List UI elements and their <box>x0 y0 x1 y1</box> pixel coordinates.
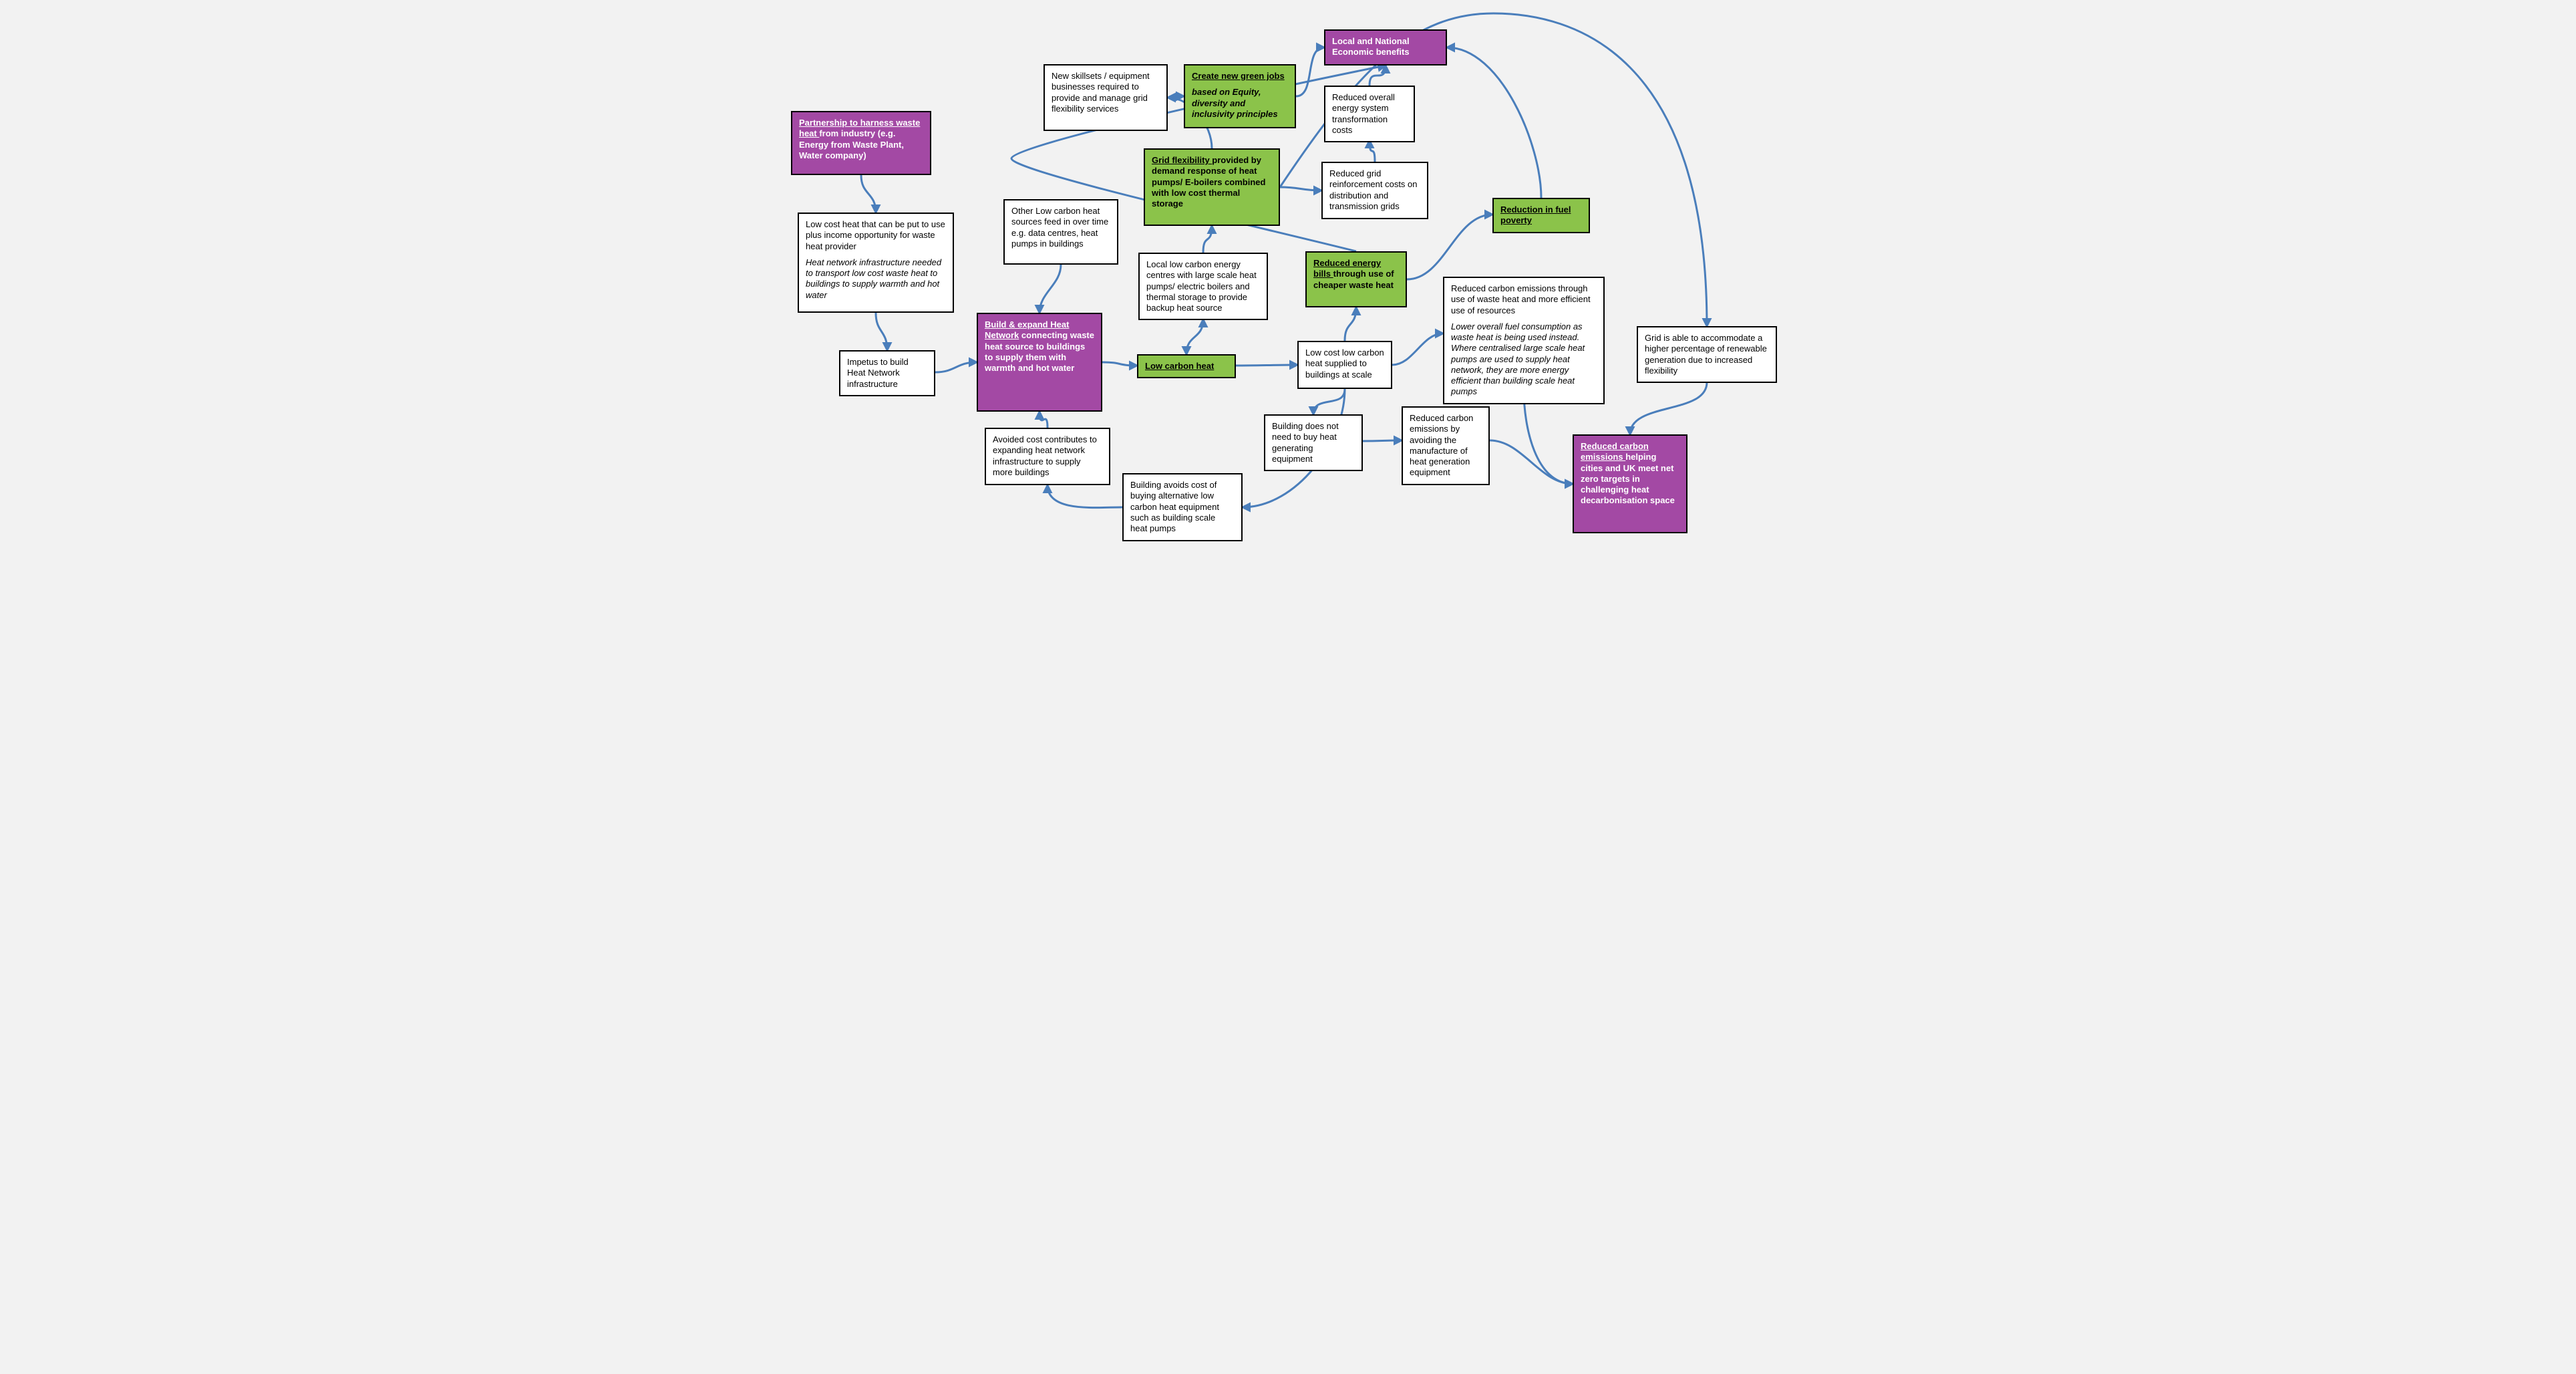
edge-lowcarbonheat-to-energycentres <box>1186 319 1203 354</box>
node-body: Avoided cost contributes to expanding he… <box>993 434 1102 478</box>
node-body: Reduced grid reinforcement costs on dist… <box>1329 168 1420 212</box>
node-italic: Heat network infrastructure needed to tr… <box>806 257 946 301</box>
edge-redsyscost-to-econbenefits <box>1370 65 1386 86</box>
node-lowcostsupplied: Low cost low carbon heat supplied to bui… <box>1297 341 1392 389</box>
node-redgridcost: Reduced grid reinforcement costs on dist… <box>1321 162 1428 219</box>
node-body: Grid is able to accommodate a higher per… <box>1645 333 1769 376</box>
node-fuelpoverty: Reduction in fuel poverty <box>1492 198 1590 233</box>
node-title: Create new green jobs <box>1192 71 1285 81</box>
node-body: New skillsets / equipment businesses req… <box>1052 71 1160 114</box>
node-greenjobs: Create new green jobs based on Equity, di… <box>1184 64 1296 128</box>
edge-gridflex-to-redgridcost <box>1280 187 1321 190</box>
node-newskills: New skillsets / equipment businesses req… <box>1043 64 1168 131</box>
node-redsyscost: Reduced overall energy system transforma… <box>1324 86 1415 142</box>
edge-avoidcostalt-to-avoidedcost <box>1048 485 1122 508</box>
edge-redgridcost-to-redsyscost <box>1370 140 1375 162</box>
node-body: Local and National Economic benefits <box>1332 36 1439 58</box>
node-econbenefits: Local and National Economic benefits <box>1324 29 1447 65</box>
edge-lowcostsupplied-to-redcarbonwaste <box>1392 333 1443 365</box>
edge-buildexpand-to-lowcarbonheat <box>1102 362 1137 366</box>
edge-newskills-to-greenjobs <box>1168 96 1184 98</box>
edge-lowcarbonheat-to-lowcostsupplied <box>1236 365 1297 366</box>
node-lowcarbonheat: Low carbon heat <box>1137 354 1236 378</box>
node-avoidcostalt: Building avoids cost of buying alternati… <box>1122 473 1243 541</box>
edge-impetus-to-buildexpand <box>935 362 977 372</box>
diagram-canvas: Partnership to harness waste heat from i… <box>771 0 1805 553</box>
edge-othersources-to-buildexpand <box>1039 265 1061 313</box>
node-title: Grid flexibility <box>1152 155 1212 165</box>
node-title: Reduction in fuel poverty <box>1500 204 1571 225</box>
node-body: Reduced carbon emissions through use of … <box>1451 283 1597 316</box>
node-energycentres: Local low carbon energy centres with lar… <box>1138 253 1268 320</box>
node-body: Reduced overall energy system transforma… <box>1332 92 1407 136</box>
node-gridflex: Grid flexibility provided by demand resp… <box>1144 148 1280 226</box>
edge-fuelpoverty-to-econbenefits <box>1447 47 1541 198</box>
node-redbills: Reduced energy bills through use of chea… <box>1305 251 1407 307</box>
node-title: Low carbon heat <box>1145 361 1214 371</box>
node-avoidedcost: Avoided cost contributes to expanding he… <box>985 428 1110 485</box>
node-body: Low cost low carbon heat supplied to bui… <box>1305 348 1384 380</box>
node-othersources: Other Low carbon heat sources feed in ov… <box>1003 199 1118 265</box>
node-buildexpand: Build & expand Heat Network connecting w… <box>977 313 1102 412</box>
node-body: Building does not need to buy heat gener… <box>1272 421 1355 464</box>
edge-gridaccom-to-redcarbon <box>1630 382 1707 434</box>
node-gridaccom: Grid is able to accommodate a higher per… <box>1637 326 1777 383</box>
node-redcarbonmfg: Reduced carbon emissions by avoiding the… <box>1402 406 1490 485</box>
node-impetus: Impetus to build Heat Network infrastruc… <box>839 350 935 396</box>
edge-lowcostsupplied-to-nobuyequip <box>1313 389 1345 414</box>
edge-redbills-to-fuelpoverty <box>1407 215 1492 279</box>
node-italic: Lower overall fuel consumption as waste … <box>1451 321 1597 398</box>
node-italic: based on Equity, diversity and inclusivi… <box>1192 87 1288 120</box>
node-partnership: Partnership to harness waste heat from i… <box>791 111 931 175</box>
edge-lowcostheat-to-impetus <box>876 313 887 350</box>
node-body: Local low carbon energy centres with lar… <box>1146 259 1260 313</box>
edge-greenjobs-to-econbenefits <box>1296 47 1324 96</box>
node-body: Impetus to build Heat Network infrastruc… <box>847 357 927 390</box>
edge-nobuyequip-to-redcarbonmfg <box>1363 440 1402 441</box>
node-body: Other Low carbon heat sources feed in ov… <box>1011 206 1110 249</box>
node-redcarbonwaste: Reduced carbon emissions through use of … <box>1443 277 1605 404</box>
node-lowcostheat: Low cost heat that can be put to use plu… <box>798 213 954 313</box>
edge-redcarbonmfg-to-redcarbon <box>1490 440 1573 484</box>
node-redcarbon: Reduced carbon emissions helping cities … <box>1573 434 1687 533</box>
node-body: Reduced carbon emissions by avoiding the… <box>1410 413 1482 478</box>
edge-redcarbonwaste-to-redcarbon <box>1524 390 1573 484</box>
edge-avoidedcost-to-buildexpand <box>1039 412 1048 428</box>
node-nobuyequip: Building does not need to buy heat gener… <box>1264 414 1363 471</box>
edge-lowcostsupplied-to-redbills <box>1345 307 1356 341</box>
node-body: Building avoids cost of buying alternati… <box>1130 480 1235 534</box>
node-body: Low cost heat that can be put to use plu… <box>806 219 946 252</box>
edge-energycentres-to-gridflex <box>1203 226 1212 253</box>
edge-partnership-to-lowcostheat <box>861 175 876 213</box>
